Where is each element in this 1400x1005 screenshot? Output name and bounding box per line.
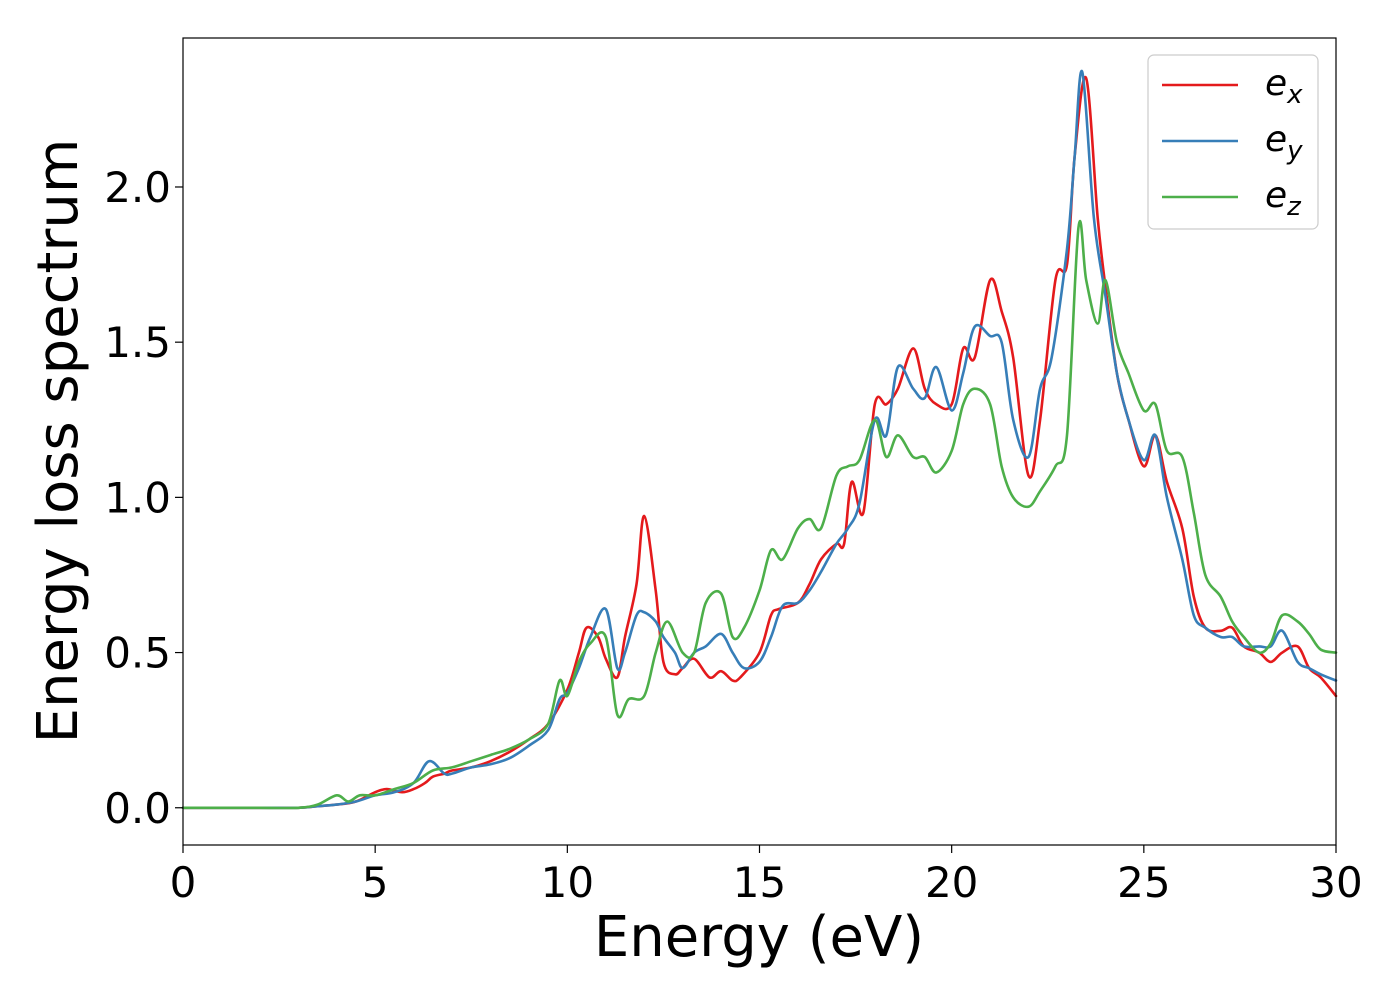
legend: ex ey ez xyxy=(1147,54,1319,230)
x-tick-label: 0 xyxy=(170,858,197,907)
x-tick-label: 15 xyxy=(733,858,786,907)
legend-label: ex xyxy=(1265,63,1303,110)
y-tick-label: 1.5 xyxy=(104,318,171,367)
y-tick-label: 1.0 xyxy=(104,473,171,522)
y-tick-label: 2.0 xyxy=(104,163,171,212)
x-tick-label: 25 xyxy=(1117,858,1170,907)
y-axis-title: Energy loss spectrum xyxy=(26,139,91,744)
y-tick-label: 0.0 xyxy=(104,784,171,833)
x-axis-title: Energy (eV) xyxy=(594,905,924,970)
x-tick-label: 20 xyxy=(925,858,978,907)
x-tick-label: 30 xyxy=(1309,858,1362,907)
x-tick-label: 10 xyxy=(541,858,594,907)
y-axis: 0.0 0.5 1.0 1.5 2.0 xyxy=(104,163,183,833)
series-line-e-y xyxy=(181,69,1338,810)
series-layer xyxy=(181,69,1338,810)
x-tick-label: 5 xyxy=(362,858,389,907)
series-line-e-z xyxy=(181,219,1338,810)
y-tick-label: 0.5 xyxy=(104,629,171,678)
legend-label: ez xyxy=(1265,175,1302,222)
legend-label: ey xyxy=(1265,119,1303,166)
x-axis: 0 5 10 15 20 25 30 xyxy=(170,845,1363,907)
